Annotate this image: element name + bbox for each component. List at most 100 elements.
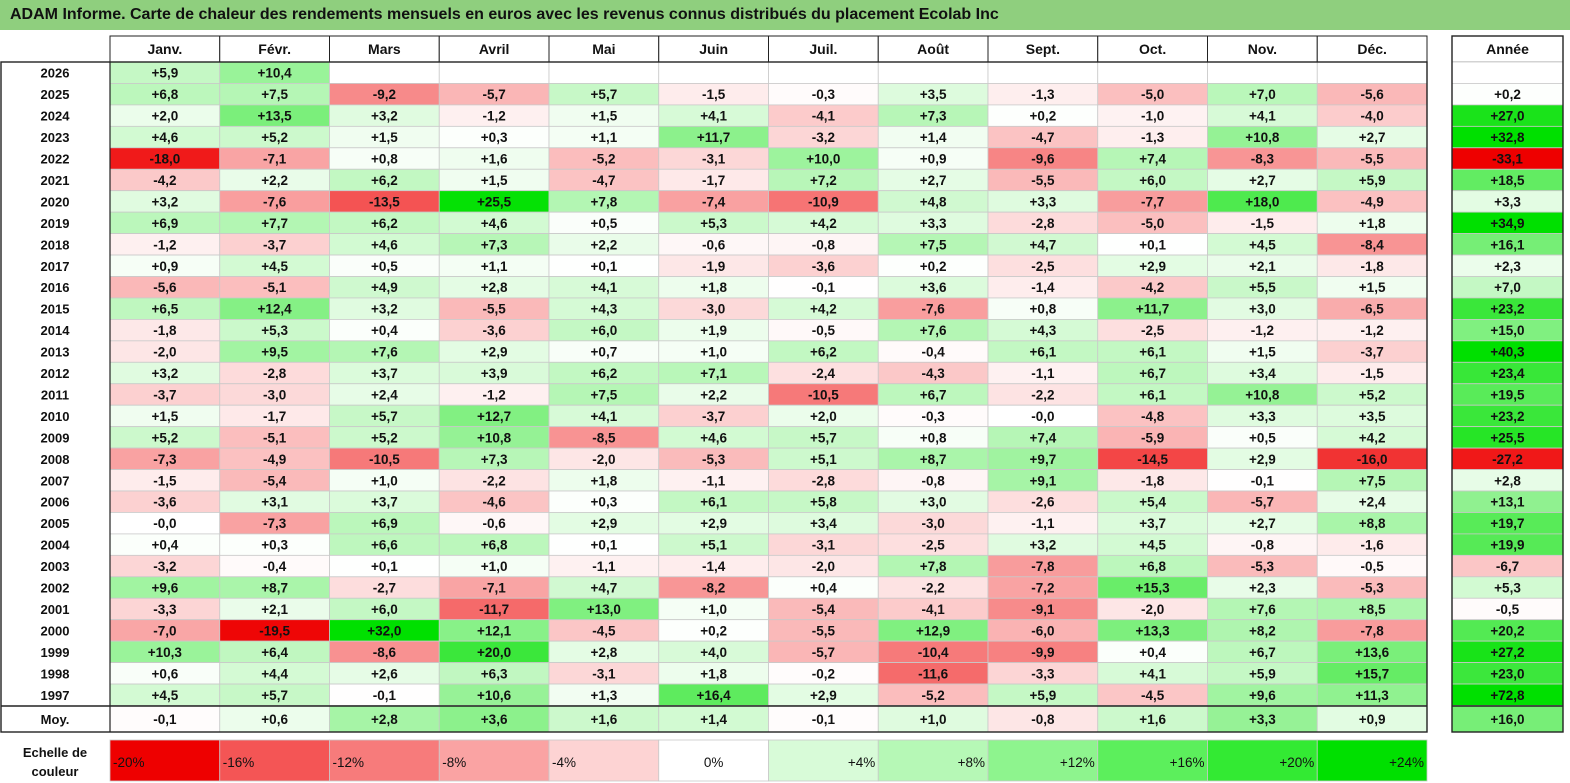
average-value: +1,6 bbox=[591, 712, 618, 727]
cell-value: +7,4 bbox=[1139, 152, 1166, 167]
cell-value: -5,5 bbox=[1031, 173, 1055, 188]
year-label: 2009 bbox=[41, 430, 70, 445]
heatmap-cell bbox=[438, 61, 550, 84]
cell-value: +4,1 bbox=[591, 280, 618, 295]
year-label: 2025 bbox=[41, 87, 70, 102]
cell-value: +4,5 bbox=[1139, 538, 1166, 553]
cell-value: +6,0 bbox=[1139, 173, 1166, 188]
cell-value: +7,3 bbox=[481, 452, 508, 467]
cell-value: +2,0 bbox=[152, 109, 179, 124]
cell-value: +32,0 bbox=[367, 623, 401, 638]
cell-value: -1,0 bbox=[1141, 109, 1164, 124]
month-header: Avril bbox=[479, 41, 510, 57]
cell-value: +6,2 bbox=[810, 345, 837, 360]
cell-value: -0,3 bbox=[812, 87, 836, 102]
scale-stop-label: +12% bbox=[1060, 755, 1095, 770]
cell-value: -3,1 bbox=[812, 538, 836, 553]
average-cell bbox=[1097, 705, 1208, 733]
cell-value: -5,7 bbox=[482, 87, 505, 102]
annual-cell bbox=[1451, 61, 1564, 84]
cell-value: -3,6 bbox=[482, 323, 506, 338]
cell-value: +2,0 bbox=[810, 409, 837, 424]
cell-value: -5,2 bbox=[921, 688, 944, 703]
cell-value: +11,7 bbox=[697, 130, 730, 145]
scale-stop-label: +20% bbox=[1279, 755, 1314, 770]
scale-swatch bbox=[438, 739, 550, 782]
month-header-cell bbox=[109, 35, 221, 63]
cell-value: +9,7 bbox=[1030, 452, 1057, 467]
cell-value: +6,8 bbox=[152, 87, 179, 102]
cell-value: +1,5 bbox=[1359, 280, 1386, 295]
cell-value: +6,1 bbox=[1139, 387, 1166, 402]
cell-value: +4,7 bbox=[591, 581, 618, 596]
cell-value: +4,5 bbox=[1249, 237, 1276, 252]
annual-value: +19,5 bbox=[1490, 387, 1525, 402]
annual-value: +19,9 bbox=[1490, 538, 1524, 553]
cell-value: +1,9 bbox=[700, 323, 727, 338]
cell-value: +7,0 bbox=[1249, 87, 1276, 102]
cell-value: +3,1 bbox=[261, 495, 288, 510]
cell-value: -5,7 bbox=[812, 645, 835, 660]
annual-value: +23,2 bbox=[1490, 302, 1524, 317]
scale-stop-label: 0% bbox=[704, 755, 724, 770]
cell-value: +5,9 bbox=[1359, 173, 1386, 188]
cell-value: +4,1 bbox=[700, 109, 727, 124]
cell-value: -7,6 bbox=[921, 302, 945, 317]
cell-value: -1,4 bbox=[1031, 280, 1055, 295]
cell-value: +3,9 bbox=[481, 366, 508, 381]
cell-value: -4,1 bbox=[812, 109, 836, 124]
cell-value: +10,8 bbox=[1245, 130, 1280, 145]
cell-value: -7,3 bbox=[153, 452, 177, 467]
cell-value: -5,2 bbox=[592, 152, 615, 167]
cell-value: +3,7 bbox=[371, 495, 398, 510]
cell-value: +2,8 bbox=[481, 280, 508, 295]
cell-value: -0,1 bbox=[373, 688, 397, 703]
cell-value: +3,3 bbox=[920, 216, 947, 231]
cell-value: +6,8 bbox=[481, 538, 508, 553]
cell-value: +1,4 bbox=[920, 130, 947, 145]
year-label: 1998 bbox=[41, 666, 70, 681]
cell-value: -3,7 bbox=[263, 237, 286, 252]
average-value: -0,8 bbox=[1031, 712, 1055, 727]
cell-value: -5,3 bbox=[1251, 559, 1275, 574]
cell-value: +10,8 bbox=[1245, 387, 1280, 402]
cell-value: +8,2 bbox=[1249, 623, 1276, 638]
cell-value: +4,8 bbox=[920, 194, 947, 209]
cell-value: -4,2 bbox=[1141, 280, 1164, 295]
cell-value: -4,3 bbox=[921, 366, 945, 381]
cell-value: +9,5 bbox=[261, 345, 288, 360]
cell-value: -5,5 bbox=[482, 302, 506, 317]
year-label: 2024 bbox=[41, 109, 71, 124]
month-header: Juil. bbox=[809, 41, 837, 57]
cell-value: -1,1 bbox=[1031, 366, 1055, 381]
cell-value: +6,9 bbox=[152, 216, 179, 231]
cell-value: +0,3 bbox=[261, 538, 288, 553]
cell-value: -3,3 bbox=[1031, 666, 1055, 681]
year-label: 1997 bbox=[41, 688, 70, 703]
cell-value: +2,1 bbox=[261, 602, 288, 617]
cell-value: +7,4 bbox=[1030, 430, 1057, 445]
cell-value: +7,3 bbox=[920, 109, 947, 124]
cell-value: +6,1 bbox=[1139, 345, 1166, 360]
cell-value: +7,8 bbox=[591, 194, 618, 209]
cell-value: +0,4 bbox=[810, 581, 837, 596]
cell-value: -0,8 bbox=[921, 473, 945, 488]
cell-value: -5,0 bbox=[1141, 87, 1164, 102]
cell-value: +4,7 bbox=[1030, 237, 1057, 252]
annual-value: +27,2 bbox=[1490, 645, 1524, 660]
average-cell bbox=[548, 705, 660, 733]
cell-value: +0,9 bbox=[920, 152, 947, 167]
year-label: 2001 bbox=[41, 602, 70, 617]
cell-value: -7,8 bbox=[1360, 623, 1384, 638]
annual-value: +20,2 bbox=[1490, 623, 1524, 638]
cell-value: +4,0 bbox=[700, 645, 727, 660]
cell-value: -1,5 bbox=[702, 87, 726, 102]
month-header: Janv. bbox=[147, 41, 182, 57]
heatmap-cell bbox=[1097, 61, 1208, 84]
cell-value: +2,2 bbox=[591, 237, 618, 252]
average-label: Moy. bbox=[41, 712, 70, 727]
cell-value: -2,8 bbox=[263, 366, 287, 381]
scale-label-line1: Echelle de bbox=[23, 745, 87, 760]
table-border bbox=[0, 61, 1428, 733]
